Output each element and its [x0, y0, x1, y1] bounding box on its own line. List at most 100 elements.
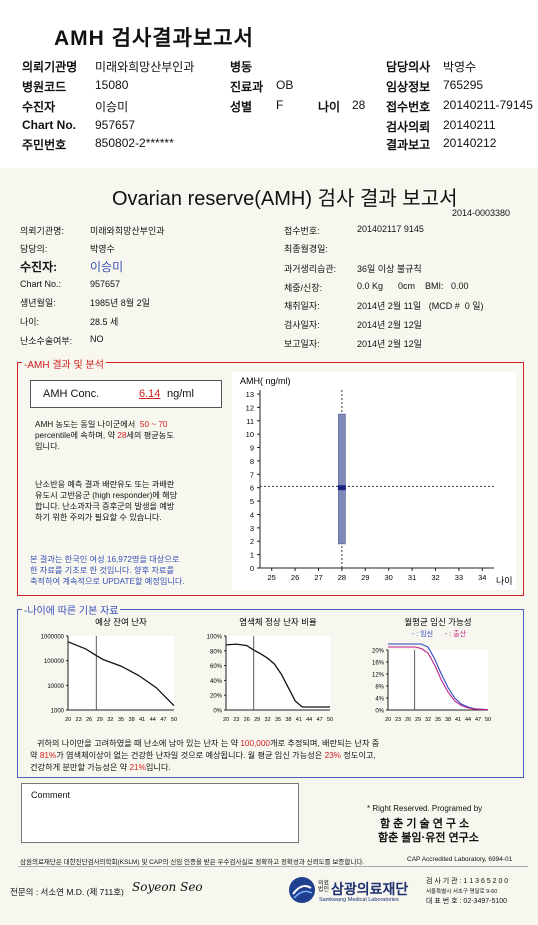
samkwang-logo-icon	[289, 877, 315, 903]
header-label: 나이	[318, 100, 341, 114]
header-label: 주민번호	[22, 138, 67, 152]
mini-y-tick-label: 12%	[372, 673, 385, 679]
header-value: 20140211	[443, 118, 496, 132]
brand-small: 의료법인	[318, 881, 330, 893]
legend-pregnancy: - : 임신	[412, 629, 433, 638]
header-value: 957657	[95, 118, 136, 132]
text-line: 난소반응 예측 결과 배란유도 또는 과배란	[35, 480, 175, 489]
x-tick-label: 28	[338, 573, 346, 582]
header-value: OB	[276, 78, 294, 92]
chart-background	[232, 372, 516, 590]
age-section-title: -나이에 따른 기본 자료	[22, 602, 121, 617]
mini-x-tick-label: 32	[265, 717, 271, 723]
header-label: 의뢰기관명	[22, 60, 78, 74]
mini-x-tick-label: 44	[306, 717, 312, 723]
mini-y-tick-label: 0%	[213, 709, 222, 715]
mini-x-tick-label: 35	[118, 717, 124, 723]
amh-percentile-text: AMH 농도는 동일 나이군에서 50 ~ 70 percentile에 속하며…	[35, 420, 174, 451]
header-label: 성별	[230, 100, 253, 114]
mini-x-tick-label: 41	[455, 717, 461, 723]
header-label: 결과보고	[386, 138, 431, 152]
mini-x-tick-label: 32	[425, 717, 431, 723]
rights-text: * Right Reserved. Programed by	[367, 804, 483, 813]
x-tick-label: 33	[455, 573, 463, 582]
mini-x-tick-label: 38	[445, 717, 451, 723]
text-line: 축적하여 계속적으로 UPDATE할 예정입니다.	[30, 577, 185, 586]
y-tick-label: 5	[250, 497, 254, 506]
series-line-0	[388, 643, 489, 711]
mini-x-tick-label: 20	[385, 717, 391, 723]
brand-english: Samkwang Medical Laboratories	[319, 897, 399, 903]
amh-conc-box: AMH Conc. 6.14 ng/ml	[30, 380, 222, 408]
chart-normal-egg-ratio: 염색체 정상 난자 비율 100% 80% 60% 40% 20% 0%20 23 26 29 32…	[207, 617, 333, 723]
amh-section-box	[17, 362, 524, 596]
mini-x-tick-label: 23	[233, 717, 239, 723]
mini-y-tick-label: 100000	[44, 659, 65, 665]
mini-x-tick-label: 50	[327, 717, 333, 723]
report-label: 채취일자:	[284, 301, 320, 311]
report-label: 체중/신장:	[284, 283, 323, 293]
mini-plot-bg	[388, 650, 488, 710]
header-value: 박영수	[443, 60, 477, 74]
report-label: 최종월경일:	[284, 244, 328, 254]
header-label: 검사의뢰	[386, 120, 431, 134]
text-line: 합니다. 난소과자극 증후군의 발생을 예방	[35, 502, 175, 511]
org-name-1: 함 춘 기 술 연 구 소	[380, 818, 470, 830]
report-label: 검사일자:	[284, 320, 320, 330]
header-title: AMH 검사결과보고서	[54, 27, 254, 50]
mini-plot-bg	[226, 636, 330, 710]
x-tick-label: 32	[431, 573, 439, 582]
x-tick-label: 29	[361, 573, 369, 582]
legend-birth: - : 출산	[445, 629, 467, 638]
report-label: Chart No.:	[20, 279, 62, 289]
mini-y-tick-label: 20%	[210, 694, 223, 700]
mini-x-tick-label: 50	[485, 717, 491, 723]
data-point	[337, 485, 346, 491]
mini-y-tick-label: 80%	[210, 649, 223, 655]
header-label: Chart No.	[22, 118, 76, 132]
age-summary-text: 귀하의 나이만을 고려하였을 때 난소에 남아 있는 난자 는 약 100,00…	[30, 739, 380, 772]
text-line: 유도시 고반응군 (high responder)에 해당	[35, 491, 178, 500]
header-label: 임상정보	[386, 80, 431, 94]
mini-x-tick-label: 47	[160, 717, 166, 723]
chart-pregnancy-chance: 월평균 임신 가능성 20% 16% 12% 8% 4% 0%20 23 26 29 32 35 38 4…	[372, 617, 491, 723]
header-value: 15080	[95, 78, 129, 92]
y-tick-label: 12	[246, 403, 254, 412]
mini-x-tick-label: 26	[405, 717, 411, 723]
amh-conc-unit: ng/ml	[167, 388, 194, 400]
report-label: 보고일자:	[284, 339, 320, 349]
mini-x-tick-label: 41	[296, 717, 302, 723]
mini-y-tick-label: 0%	[375, 709, 384, 715]
mini-x-tick-label: 23	[76, 717, 82, 723]
header-value: 미래와희망산부인과	[95, 60, 195, 74]
header-value: 28	[352, 98, 366, 112]
report-value: 2014년 2월 12일	[357, 320, 422, 330]
report-label: 과거생리습관:	[284, 264, 337, 274]
y-tick-label: 1	[250, 551, 254, 560]
header-value: 20140211-79145	[443, 98, 533, 112]
age-section-box	[17, 609, 524, 778]
report-label: 의뢰기관명:	[20, 226, 64, 236]
mini-x-tick-label: 26	[86, 717, 92, 723]
report-value: 박영수	[90, 244, 115, 254]
mini-y-tick-label: 10000	[47, 684, 64, 690]
text-line: 하기 위한 주의가 필요할 수 있습니다.	[35, 513, 162, 522]
y-tick-label: 8	[250, 457, 254, 466]
mini-x-tick-label: 38	[129, 717, 135, 723]
header-value: 850802-2******	[95, 136, 174, 150]
header-value: 765295	[443, 78, 484, 92]
report-value: 2014년 2월 11일 (MCD # 0 일)	[357, 301, 484, 311]
x-tick-label: 31	[408, 573, 416, 582]
report-value: 1985년 8월 2일	[90, 298, 150, 308]
x-tick-label: 26	[291, 573, 299, 582]
amh-data-note: 본 결과는 한국인 여성 16,972명을 대상으로 한 자료를 기초로 한 것입…	[30, 554, 235, 587]
mini-x-tick-label: 44	[150, 717, 156, 723]
normal-ratio-line	[225, 643, 330, 708]
lab-contact: 검 사 기 관 : 1 1 3 6 5 2 0 0 서울특별시 서초구 명달로 …	[426, 878, 509, 905]
x-tick-label: 27	[314, 573, 322, 582]
header-value: F	[276, 98, 284, 112]
mini-y-tick-label: 1000000	[41, 635, 65, 641]
mini-chart-title: 염색체 정상 난자 비율	[239, 617, 317, 627]
report-label: 나이:	[20, 317, 40, 327]
text-line: 본 결과는 한국인 여성 16,972명을 대상으로	[30, 555, 180, 564]
